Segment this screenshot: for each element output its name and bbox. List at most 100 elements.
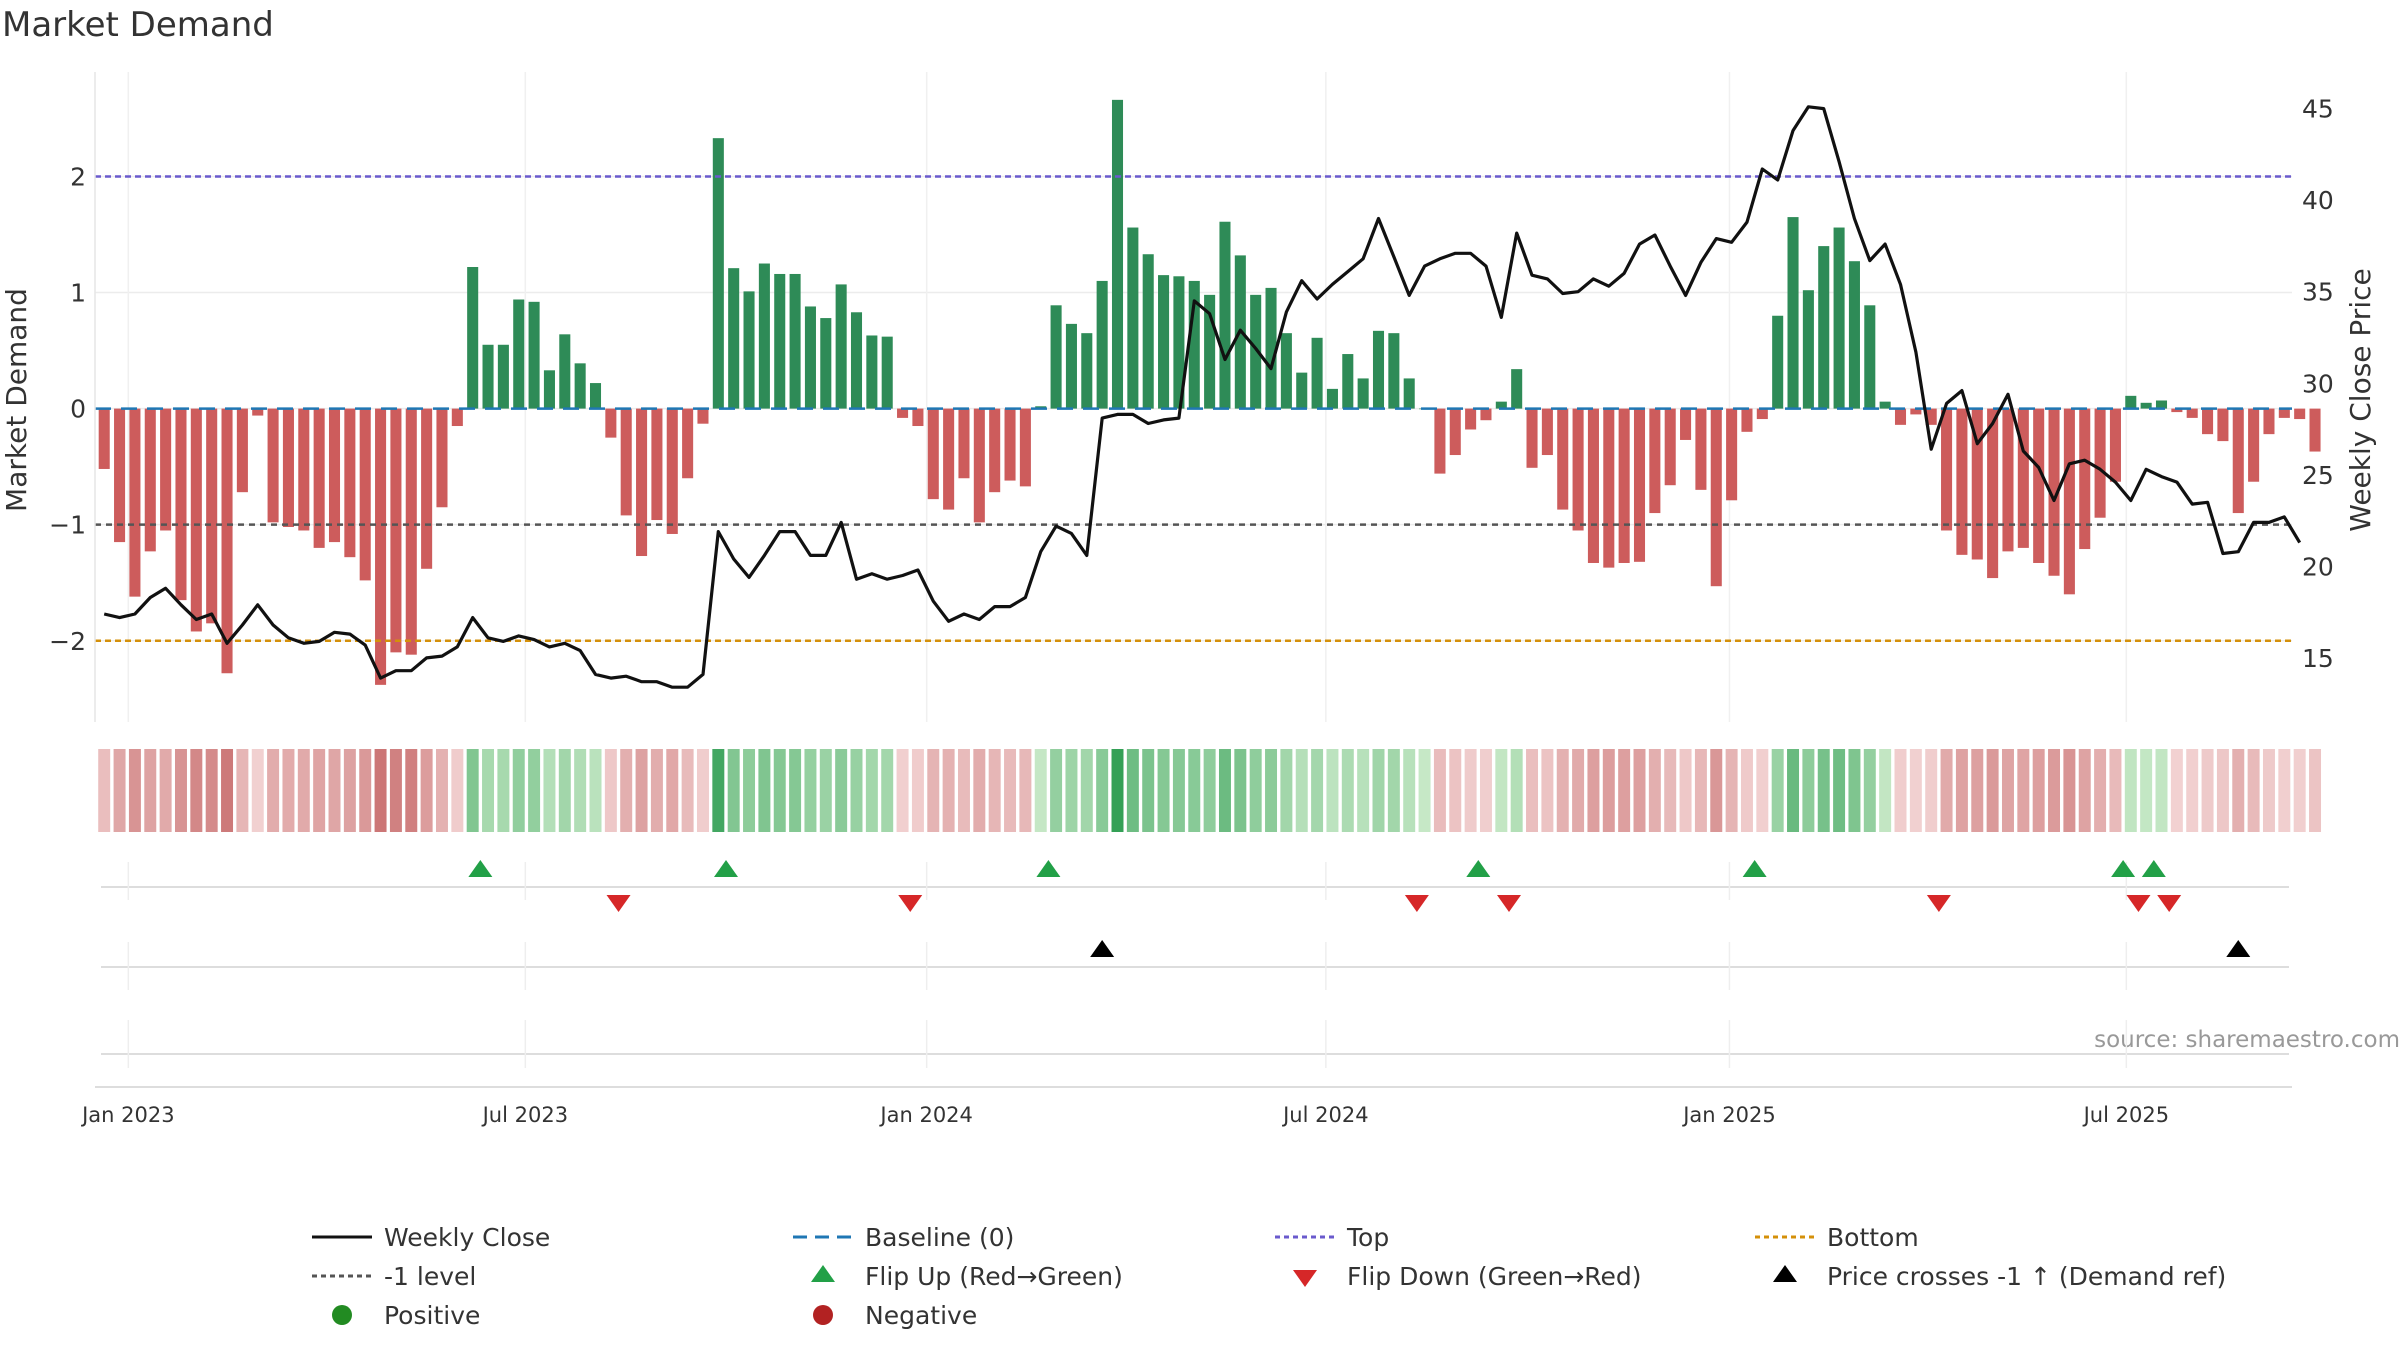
heat-cell: [1050, 749, 1063, 832]
negative-demand-bar: [2079, 408, 2091, 550]
heat-cell: [558, 749, 571, 832]
heat-cell: [482, 749, 495, 832]
positive-demand-bar: [1280, 333, 1292, 409]
legend-bottom-label: Bottom: [1827, 1223, 1919, 1252]
heat-cell: [236, 749, 249, 832]
y2-axis-label: Weekly Close Price: [2344, 268, 2377, 531]
heat-cell: [1526, 749, 1539, 832]
negative-demand-bar: [390, 408, 402, 653]
heat-cell: [1955, 749, 1968, 832]
heat-cell: [1787, 749, 1800, 832]
positive-demand-bar: [866, 335, 878, 409]
negative-demand-bar: [1680, 408, 1692, 440]
legend-negative-swatch: [813, 1305, 833, 1325]
negative-demand-bar: [344, 408, 356, 558]
heat-cell: [113, 749, 126, 832]
legend-flip-down-swatch: [1293, 1270, 1317, 1287]
heat-cell: [1464, 749, 1477, 832]
heat-cell: [389, 749, 402, 832]
x-tick-label: Jan 2024: [878, 1103, 973, 1127]
negative-demand-bar: [98, 408, 110, 469]
event-markers: [101, 860, 2289, 1068]
heat-cell: [1894, 749, 1907, 832]
legend-minus-one-level-label: -1 level: [384, 1262, 476, 1291]
y2-tick-label: 35: [2302, 278, 2334, 307]
heat-cell: [343, 749, 356, 832]
heat-cell: [620, 749, 633, 832]
legend-flip-up-swatch: [811, 1265, 835, 1282]
negative-demand-bar: [1465, 408, 1477, 430]
negative-demand-bar: [1941, 408, 1953, 531]
positive-demand-bar: [1357, 378, 1369, 409]
heat-cell: [1280, 749, 1293, 832]
heat-cell: [1648, 749, 1661, 832]
x-tick-label: Jul 2025: [2082, 1103, 2169, 1127]
x-tick-label: Jan 2023: [80, 1103, 175, 1127]
legend-weekly-close-label: Weekly Close: [384, 1223, 550, 1252]
heat-cell: [297, 749, 310, 832]
y2-tick-label: 20: [2302, 552, 2334, 581]
heat-cell: [1664, 749, 1677, 832]
heat-cell: [2063, 749, 2076, 832]
heat-cell: [282, 749, 295, 832]
positive-demand-bar: [574, 363, 586, 409]
heat-cell: [2032, 749, 2045, 832]
negative-demand-bar: [2248, 408, 2260, 482]
positive-demand-bar: [1833, 227, 1845, 409]
heat-cell: [1387, 749, 1400, 832]
heat-cell: [1587, 749, 1600, 832]
negative-demand-bar: [2294, 408, 2306, 420]
negative-demand-bar: [375, 408, 387, 685]
negative-demand-bar: [620, 408, 632, 516]
heat-cell: [528, 749, 541, 832]
heat-cell: [144, 749, 157, 832]
negative-demand-bar: [1971, 408, 1983, 560]
heat-cell: [743, 749, 756, 832]
positive-demand-bar: [589, 383, 602, 409]
negative-demand-bar: [405, 408, 417, 655]
heat-cell: [221, 749, 234, 832]
positive-demand-bar: [712, 138, 724, 409]
heat-cell: [758, 749, 771, 832]
negative-demand-bar: [190, 408, 202, 632]
heat-cell: [1341, 749, 1354, 832]
heat-cell: [2309, 749, 2322, 832]
positive-demand-bar: [1864, 305, 1876, 409]
positive-demand-bar: [728, 268, 740, 409]
heat-cell: [2278, 749, 2291, 832]
positive-demand-bar: [1081, 333, 1093, 409]
weekly-close-series: [103, 105, 2302, 689]
negative-demand-bar: [2002, 408, 2014, 552]
negative-demand-bar: [1664, 408, 1676, 486]
negative-demand-bar: [1449, 408, 1461, 456]
heat-cell: [174, 749, 187, 832]
heat-cell: [635, 749, 648, 832]
heat-cell: [1111, 749, 1124, 832]
heat-cell: [512, 749, 525, 832]
heat-cell: [420, 749, 433, 832]
negative-demand-bar: [1557, 408, 1569, 510]
negative-demand-bar: [328, 408, 341, 543]
heat-cell: [1357, 749, 1370, 832]
flip-down-marker: [898, 895, 923, 912]
legend-negative-label: Negative: [865, 1301, 977, 1330]
x-tick-label: Jan 2025: [1681, 1103, 1776, 1127]
heat-cell: [666, 749, 679, 832]
heat-cell: [973, 749, 986, 832]
positive-demand-bar: [1818, 246, 1830, 409]
negative-demand-bar: [2263, 408, 2275, 435]
heat-cell: [2017, 749, 2030, 832]
flip-down-marker: [1926, 895, 1951, 912]
heat-cell: [1372, 749, 1385, 832]
heat-cell: [2094, 749, 2107, 832]
negative-demand-bar: [451, 408, 463, 427]
heat-cell: [865, 749, 878, 832]
heat-cell: [1218, 749, 1231, 832]
positive-demand-bar: [513, 299, 525, 409]
negative-demand-bar: [282, 408, 294, 527]
heat-cell: [2293, 749, 2306, 832]
heat-cell: [435, 749, 448, 832]
positive-demand-bar: [1772, 315, 1784, 409]
positive-demand-bar: [467, 267, 479, 409]
